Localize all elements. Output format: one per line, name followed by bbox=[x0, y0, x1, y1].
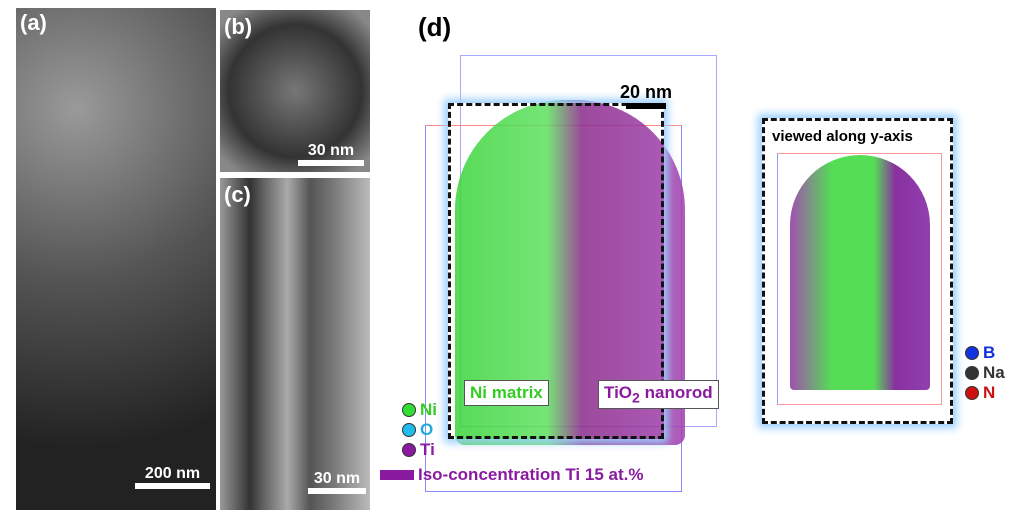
n-dot-icon bbox=[965, 386, 979, 400]
legend-label: Ni bbox=[420, 400, 437, 419]
scale-label-c: 30 nm bbox=[313, 470, 361, 487]
panel-label-a: (a) bbox=[20, 10, 47, 35]
slice-outline bbox=[448, 103, 664, 439]
nanorod-text: nanorod bbox=[639, 383, 713, 402]
b-dot-icon bbox=[965, 346, 979, 360]
scale-bar-b: 30 nm bbox=[298, 142, 364, 166]
legend-item-ti: Ti bbox=[402, 440, 437, 460]
legend-label: B bbox=[983, 343, 996, 362]
scale-label-b: 30 nm bbox=[307, 142, 355, 159]
tem-image-panel-c bbox=[220, 178, 370, 510]
legend-label: Na bbox=[983, 363, 1005, 382]
tio2-text: TiO bbox=[604, 383, 633, 402]
legend-label: Ti bbox=[420, 440, 435, 459]
scale-bar-c: 30 nm bbox=[308, 470, 366, 494]
iso-concentration-legend: Iso-concentration Ti 15 at.% bbox=[380, 465, 643, 485]
panel-label-c: (c) bbox=[224, 182, 251, 207]
panel-label-d: (d) bbox=[418, 12, 452, 42]
legend-main: Ni O Ti bbox=[402, 400, 437, 460]
iso-label: Iso-concentration Ti 15 at.% bbox=[418, 465, 644, 484]
ni-dot-icon bbox=[402, 403, 416, 417]
ti-dot-icon bbox=[402, 443, 416, 457]
scale-bar-a: 200 nm bbox=[135, 465, 210, 489]
sem-image-panel-a bbox=[16, 8, 216, 510]
legend-item-ni: Ni bbox=[402, 400, 437, 420]
legend-item-o: O bbox=[402, 420, 437, 440]
iso-surface-swatch-icon bbox=[380, 470, 414, 480]
o-dot-icon bbox=[402, 423, 416, 437]
inset-title: viewed along y-axis bbox=[772, 128, 913, 145]
ni-matrix-tag: Ni matrix bbox=[464, 380, 549, 406]
scale-bar-d: 20 nm bbox=[620, 82, 672, 109]
legend-item-b: B bbox=[965, 343, 1005, 363]
legend-item-na: Na bbox=[965, 363, 1005, 383]
tio2-nanorod-tag: TiO2 nanorod bbox=[598, 380, 719, 410]
inset-frame bbox=[762, 118, 953, 424]
panel-label-b: (b) bbox=[224, 14, 253, 39]
legend-inset: B Na N bbox=[965, 343, 1005, 403]
legend-label: N bbox=[983, 383, 996, 402]
scale-label-d: 20 nm bbox=[620, 82, 673, 102]
tio2-subscript: 2 bbox=[632, 390, 640, 407]
scale-label-a: 200 nm bbox=[144, 465, 201, 482]
legend-item-n: N bbox=[965, 383, 1005, 403]
na-dot-icon bbox=[965, 366, 979, 380]
tem-image-panel-b bbox=[220, 10, 370, 172]
inset-box bbox=[777, 153, 942, 405]
inset-nanorod bbox=[790, 155, 930, 390]
legend-label: O bbox=[420, 420, 434, 439]
